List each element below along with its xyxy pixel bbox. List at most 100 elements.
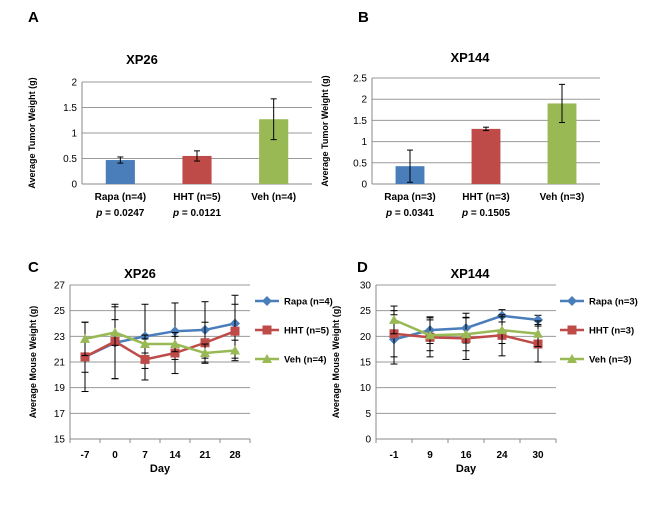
data-point <box>230 326 240 336</box>
y-tick-label: 1.5 <box>353 116 367 127</box>
y-tick-label: 25 <box>54 306 66 317</box>
bar <box>471 128 501 184</box>
x-tick-label: -1 <box>390 450 399 461</box>
series-line <box>84 330 236 361</box>
p-value: p = 0.0121 <box>172 208 222 219</box>
y-tick-label: 27 <box>54 281 66 292</box>
y-tick-label: 0 <box>361 180 367 191</box>
p-symbol: p <box>461 208 468 219</box>
y-tick-label: 2.5 <box>353 74 367 85</box>
x-axis-label: Day <box>456 463 477 475</box>
data-point <box>80 333 90 343</box>
category-label: HHT (n=3) <box>462 192 510 203</box>
x-tick-label: 14 <box>169 450 181 461</box>
data-point <box>110 327 120 337</box>
y-tick-label: 1.5 <box>63 103 77 114</box>
p-value-number: = 0.0341 <box>392 208 434 219</box>
y-tick-label: 0 <box>365 435 371 446</box>
x-tick-label: 24 <box>496 450 508 461</box>
y-tick-label: 1 <box>361 137 367 148</box>
series-2 <box>80 319 240 363</box>
y-tick-label: 2 <box>71 78 77 89</box>
panel-letter: C <box>28 259 39 276</box>
panel-letter: A <box>28 9 39 26</box>
legend-label: Veh (n=4) <box>284 355 327 366</box>
data-point <box>230 345 240 355</box>
data-point <box>533 314 543 325</box>
data-point <box>140 339 150 349</box>
legend-label: HHT (n=5) <box>284 326 329 337</box>
p-value-number: = 0.0247 <box>102 208 144 219</box>
category-label: Veh (n=3) <box>540 192 585 203</box>
y-tick-label: 1 <box>71 129 77 140</box>
x-axis-label: Day <box>150 463 171 475</box>
series-line <box>84 331 236 355</box>
series-2 <box>389 305 543 352</box>
legend-label: Rapa (n=4) <box>284 297 333 308</box>
y-tick-label: 2 <box>361 95 367 106</box>
p-value: p = 0.1505 <box>461 208 511 219</box>
p-symbol: p <box>172 208 179 219</box>
x-tick-label: 7 <box>142 450 148 461</box>
data-point <box>200 348 210 358</box>
data-point <box>497 325 507 335</box>
data-point <box>200 338 210 348</box>
series-1 <box>80 303 240 381</box>
legend-marker <box>567 325 577 335</box>
y-axis-label: Average Mouse Weight (g) <box>331 306 341 419</box>
y-tick-label: 10 <box>360 383 372 394</box>
category-label: Veh (n=4) <box>251 192 296 203</box>
panel-c: C XP26 15 17 19 21 23 25 27 Average Mouse Weight … <box>28 259 333 475</box>
p-symbol: p <box>385 208 392 219</box>
panel-b: B XP144 0 0.5 1 1.5 2 2.5 Average Tumor Weight (… <box>320 9 600 219</box>
panel-d: D XP144 0 5 10 15 20 25 30 Average Mouse Weight (… <box>331 259 638 475</box>
x-tick-label: 0 <box>112 450 118 461</box>
y-tick-label: 0.5 <box>63 154 77 165</box>
data-point <box>170 348 180 358</box>
chart-title: XP144 <box>450 50 490 65</box>
legend-marker <box>567 296 577 306</box>
y-tick-label: 30 <box>360 281 372 292</box>
y-tick-label: 23 <box>54 332 66 343</box>
data-point <box>170 339 180 349</box>
y-tick-label: 0 <box>71 180 77 191</box>
x-tick-label: 28 <box>229 450 241 461</box>
data-point <box>533 328 543 338</box>
data-point <box>80 352 90 362</box>
category-label: Rapa (n=3) <box>384 192 435 203</box>
y-tick-label: 15 <box>360 358 372 369</box>
data-point <box>170 326 180 337</box>
x-tick-label: 9 <box>427 450 433 461</box>
legend-marker <box>262 325 272 335</box>
data-point <box>389 314 399 324</box>
legend-marker <box>567 354 577 363</box>
data-point <box>461 329 471 339</box>
legend-label: Veh (n=3) <box>589 355 632 366</box>
data-point <box>140 354 150 364</box>
y-axis-label: Average Mouse Weight (g) <box>28 306 38 419</box>
y-tick-label: 15 <box>54 435 66 446</box>
y-axis-label: Average Tumor Weight (g) <box>27 77 37 188</box>
chart-title: XP26 <box>126 52 158 67</box>
y-tick-label: 0.5 <box>353 158 367 169</box>
category-label: Rapa (n=4) <box>95 192 146 203</box>
y-tick-label: 5 <box>365 409 371 420</box>
p-value-number: = 0.1505 <box>468 208 510 219</box>
p-value-number: = 0.0121 <box>179 208 221 219</box>
legend-label: Rapa (n=3) <box>589 297 638 308</box>
x-tick-label: 16 <box>460 450 472 461</box>
panel-letter: D <box>357 259 368 276</box>
panel-a: A XP26 0 0.5 1 1.5 2 Average Tumor Weight (g) Ra… <box>27 9 312 219</box>
p-value: p = 0.0247 <box>95 208 145 219</box>
x-tick-label: 30 <box>532 450 544 461</box>
y-tick-label: 25 <box>360 306 372 317</box>
x-tick-label: -7 <box>81 450 90 461</box>
y-tick-label: 20 <box>360 332 372 343</box>
x-tick-label: 21 <box>199 450 211 461</box>
y-tick-label: 17 <box>54 409 66 420</box>
legend-marker <box>262 296 272 306</box>
category-label: HHT (n=5) <box>173 192 221 203</box>
y-tick-label: 19 <box>54 383 66 394</box>
chart-title: XP144 <box>450 266 490 281</box>
